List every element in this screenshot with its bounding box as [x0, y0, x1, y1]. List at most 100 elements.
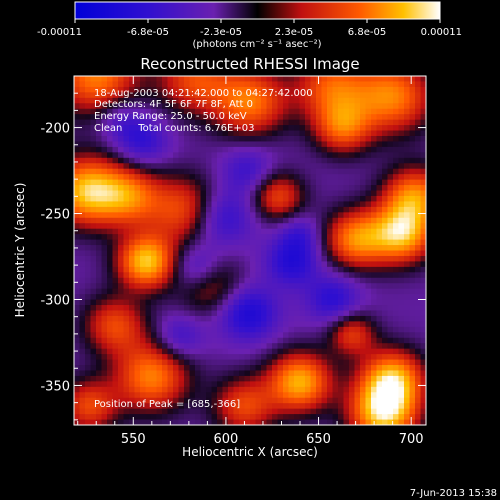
heatmap-cell — [222, 163, 229, 170]
heatmap-cell — [310, 305, 317, 312]
heatmap-cell — [189, 321, 196, 328]
heatmap-cell — [145, 326, 152, 333]
heatmap-cell — [156, 119, 163, 126]
heatmap-cell — [79, 234, 86, 241]
heatmap-cell — [145, 130, 152, 137]
heatmap-cell — [360, 125, 367, 132]
heatmap-cell — [294, 135, 301, 143]
heatmap-cell — [409, 81, 416, 88]
heatmap-cell — [200, 92, 207, 99]
heatmap-cell — [206, 261, 213, 268]
heatmap-cell — [145, 381, 152, 388]
heatmap-cell — [244, 326, 251, 333]
heatmap-cell — [200, 414, 207, 421]
heatmap-cell — [316, 114, 323, 121]
heatmap-cell — [288, 239, 295, 246]
heatmap-cell — [79, 103, 86, 110]
heatmap-cell — [112, 370, 119, 377]
heatmap-cell — [118, 76, 125, 83]
heatmap-cell — [365, 76, 372, 83]
heatmap-cell — [338, 283, 345, 290]
heatmap-cell — [310, 125, 317, 132]
heatmap-cell — [321, 326, 328, 333]
heatmap-cell — [277, 108, 284, 115]
heatmap-cell — [123, 76, 130, 83]
heatmap-cell — [156, 283, 163, 290]
heatmap-cell — [167, 201, 174, 208]
heatmap-cell — [233, 343, 240, 350]
heatmap-cell — [107, 179, 114, 186]
heatmap-cell — [404, 92, 411, 99]
heatmap-cell — [299, 86, 306, 93]
heatmap-cell — [316, 174, 323, 181]
heatmap-cell — [371, 305, 378, 312]
heatmap-cell — [283, 81, 290, 88]
heatmap-cell — [294, 408, 301, 415]
heatmap-cell — [409, 348, 416, 355]
heatmap-cell — [272, 354, 279, 361]
heatmap-cell — [184, 283, 191, 290]
heatmap-cell — [327, 201, 334, 208]
heatmap-cell — [376, 321, 383, 328]
heatmap-cell — [288, 119, 295, 126]
heatmap-cell — [387, 185, 394, 192]
heatmap-cell — [393, 157, 400, 164]
heatmap-cell — [85, 130, 92, 137]
heatmap-cell — [134, 212, 141, 219]
heatmap-cell — [140, 92, 147, 99]
heatmap-cell — [398, 414, 405, 421]
heatmap-cell — [299, 288, 306, 295]
heatmap-cell — [156, 419, 163, 425]
heatmap-cell — [316, 152, 323, 159]
heatmap-cell — [277, 157, 284, 164]
heatmap-cell — [404, 179, 411, 186]
heatmap-cell — [206, 403, 213, 410]
heatmap-cell — [261, 212, 268, 219]
heatmap-cell — [184, 234, 191, 241]
heatmap-cell — [250, 86, 257, 93]
heatmap-cell — [233, 381, 240, 388]
heatmap-cell — [398, 299, 405, 306]
heatmap-cell — [283, 370, 290, 377]
heatmap-cell — [211, 419, 218, 425]
heatmap-cell — [310, 146, 317, 153]
heatmap-cell — [140, 141, 147, 148]
heatmap-cell — [327, 266, 334, 273]
heatmap-cell — [266, 343, 273, 350]
heatmap-cell — [74, 76, 81, 83]
heatmap-cell — [156, 81, 163, 88]
heatmap-cell — [409, 343, 416, 350]
heatmap-cell — [415, 206, 422, 213]
heatmap-cell — [415, 326, 422, 333]
heatmap-cell — [393, 392, 400, 399]
heatmap-cell — [145, 228, 152, 235]
heatmap-cell — [134, 266, 141, 273]
heatmap-cell — [283, 315, 290, 322]
heatmap-cell — [206, 359, 213, 366]
heatmap-cell — [365, 174, 372, 181]
heatmap-cell — [184, 201, 191, 208]
heatmap-cell — [129, 332, 136, 339]
heatmap-cell — [382, 135, 389, 143]
heatmap-cell — [244, 168, 251, 175]
heatmap-cell — [354, 299, 361, 306]
heatmap-cell — [387, 206, 394, 213]
heatmap-cell — [173, 103, 180, 110]
heatmap-cell — [371, 223, 378, 230]
heatmap-cell — [233, 255, 240, 262]
heatmap-cell — [316, 86, 323, 93]
heatmap-cell — [79, 250, 86, 257]
heatmap-cell — [272, 190, 279, 197]
heatmap-cell — [167, 212, 174, 219]
heatmap-cell — [145, 239, 152, 246]
heatmap-cell — [233, 294, 240, 301]
heatmap-cell — [382, 163, 389, 170]
heatmap-cell — [206, 239, 213, 246]
heatmap-cell — [255, 370, 262, 377]
heatmap-cell — [167, 326, 174, 333]
heatmap-cell — [415, 321, 422, 328]
heatmap-cell — [107, 261, 114, 268]
heatmap-cell — [162, 201, 169, 208]
heatmap-cell — [217, 386, 224, 393]
heatmap-cell — [118, 185, 125, 192]
